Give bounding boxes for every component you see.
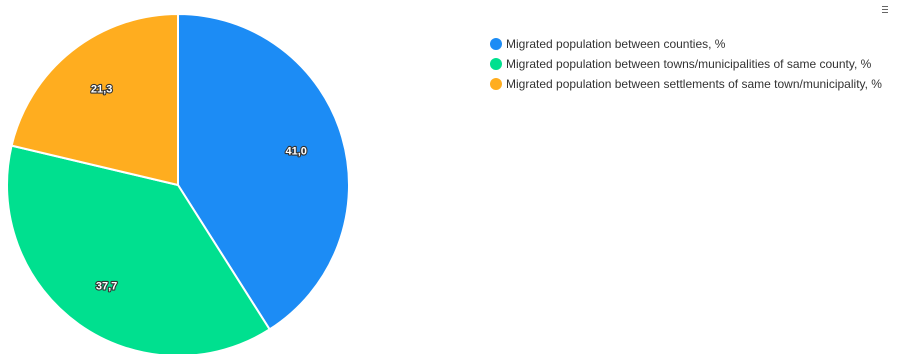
hamburger-menu-icon[interactable] [878,4,894,18]
legend-swatch-counties [490,38,502,50]
chart-legend: Migrated population between counties, % … [490,34,882,94]
pie-slices [6,12,350,354]
legend-item-settlements[interactable]: Migrated population between settlements … [490,74,882,94]
data-label-towns: 37,7 [96,280,117,292]
pie-slice-settlements[interactable] [10,12,179,187]
legend-swatch-settlements [490,78,502,90]
data-label-settlements: 21,3 [91,83,112,95]
legend-item-counties[interactable]: Migrated population between counties, % [490,34,882,54]
legend-swatch-towns [490,58,502,70]
legend-label-counties: Migrated population between counties, % [506,37,726,51]
legend-item-towns[interactable]: Migrated population between towns/munici… [490,54,882,74]
legend-label-towns: Migrated population between towns/munici… [506,57,872,71]
pie-slice-towns[interactable] [6,144,272,354]
legend-label-settlements: Migrated population between settlements … [506,77,882,91]
data-label-counties: 41,0 [286,146,307,158]
pie-data-labels: 41,0 37,7 21,3 [90,82,308,293]
